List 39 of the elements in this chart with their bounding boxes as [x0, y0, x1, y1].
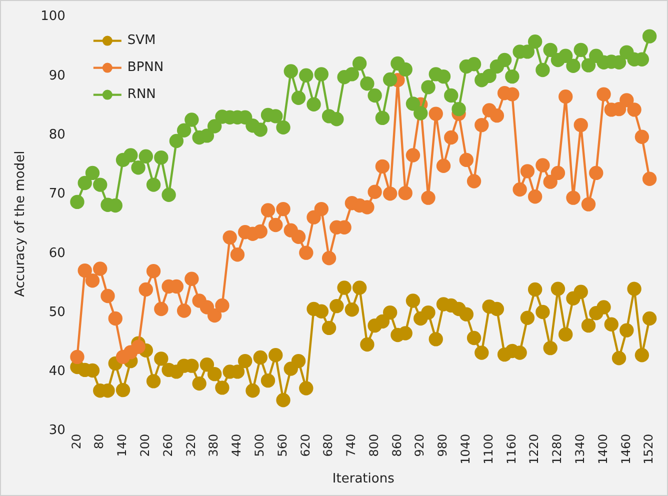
y-tick-label: 80	[48, 127, 66, 142]
x-tick-label: 920	[412, 434, 427, 457]
x-tick-label: 1460	[618, 434, 633, 464]
x-tick-label: 800	[366, 434, 381, 457]
y-tick-label: 40	[48, 364, 66, 380]
x-tick-label: 320	[184, 434, 198, 457]
legend-label: SVM	[127, 33, 156, 48]
x-tick-label: 980	[436, 434, 450, 457]
x-tick-label: 1520	[642, 434, 656, 464]
x-tick-label: 380	[206, 434, 221, 457]
y-tick-label: 30	[48, 423, 66, 438]
x-tick-label: 500	[252, 434, 266, 457]
legend-label: RNN	[127, 87, 156, 102]
x-tick-label: 80	[92, 434, 106, 450]
x-tick-label: 560	[275, 434, 290, 457]
y-tick-label: 90	[48, 68, 66, 84]
x-tick-label: 1160	[504, 434, 518, 464]
y-tick-label: 50	[48, 304, 66, 320]
x-tick-label: 20	[69, 434, 84, 450]
x-tick-label: 1340	[572, 434, 587, 464]
x-tick-label: 1220	[527, 434, 542, 464]
y-tick-label: 100	[40, 9, 66, 24]
x-axis-title: Iterations	[332, 472, 395, 487]
x-tick-label: 1100	[481, 434, 496, 464]
x-tick-label: 1280	[550, 434, 564, 464]
x-tick-label: 140	[115, 434, 130, 457]
x-tick-label: 440	[230, 434, 244, 457]
x-tick-label: 260	[160, 434, 175, 457]
x-tick-label: 680	[321, 434, 336, 457]
y-tick-label: 60	[48, 246, 66, 261]
x-tick-label: 620	[298, 434, 312, 457]
x-tick-label: 860	[390, 434, 404, 457]
y-tick-label: 70	[48, 186, 66, 202]
x-tick-label: 1400	[596, 434, 610, 464]
legend-label: BPNN	[127, 60, 164, 76]
x-tick-label: 200	[138, 434, 152, 457]
x-tick-label: 1040	[458, 434, 473, 464]
x-tick-label: 740	[344, 434, 358, 457]
y-axis-title: Accuracy of the model	[13, 150, 28, 297]
